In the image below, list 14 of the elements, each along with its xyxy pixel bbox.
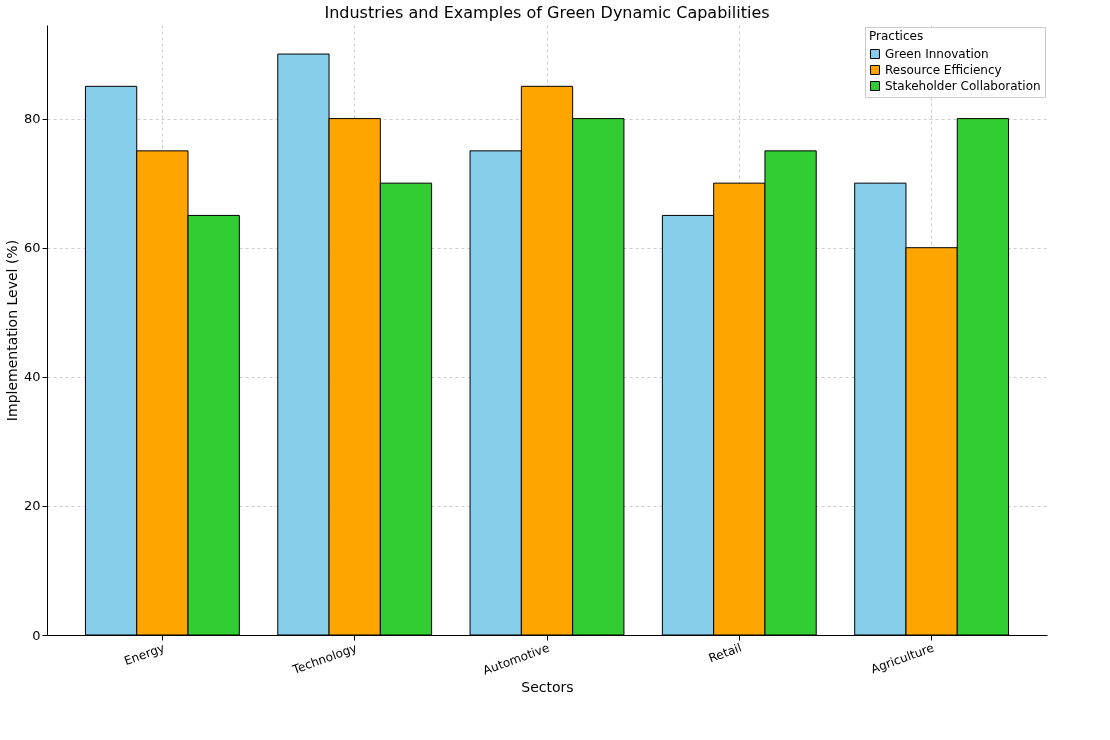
y-tick-label: 20 bbox=[23, 498, 41, 514]
legend-label: Resource Efficiency bbox=[885, 63, 1002, 77]
legend-title: Practices bbox=[869, 29, 924, 43]
y-axis-title: Implementation Level (%) bbox=[3, 239, 20, 422]
legend-label: Green Innovation bbox=[885, 47, 989, 61]
y-tick-label: 60 bbox=[23, 240, 41, 256]
x-axis-title: Sectors bbox=[521, 678, 574, 695]
x-tick-label: Energy bbox=[122, 640, 167, 669]
legend-label: Stakeholder Collaboration bbox=[885, 79, 1041, 93]
y-tick-label: 0 bbox=[32, 627, 41, 643]
x-tick-label: Retail bbox=[706, 640, 744, 666]
chart-title: Industries and Examples of Green Dynamic Capabilities bbox=[324, 3, 770, 22]
y-tick-label: 40 bbox=[23, 369, 41, 385]
y-tick-label: 80 bbox=[23, 111, 41, 127]
